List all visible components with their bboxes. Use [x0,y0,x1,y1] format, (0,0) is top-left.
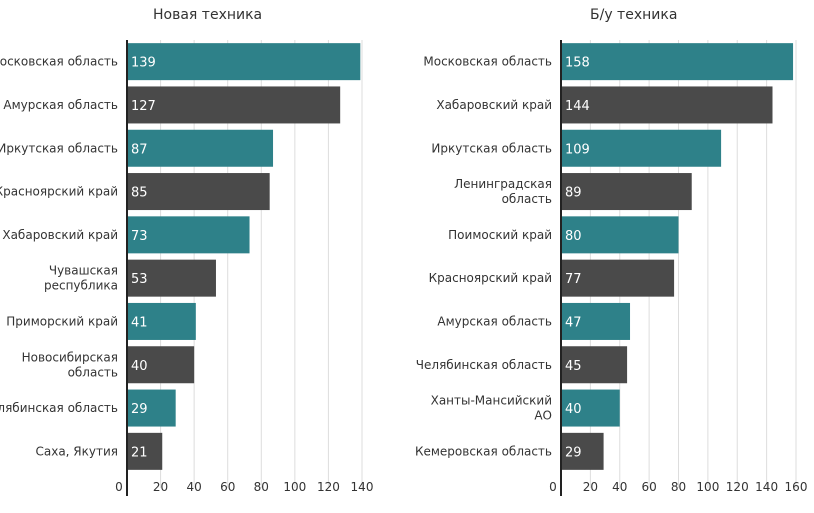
category-label: Хабаровский край [436,98,552,112]
bar [561,302,631,340]
category-label: Ханты-Мансийский АО [431,394,552,423]
category-label: Иркутская область [0,141,118,155]
data-label: 109 [565,142,590,157]
data-label: 41 [131,315,148,330]
x-tick-label: 160 [785,480,808,494]
x-tick-label: 140 [351,480,374,494]
x-tick-label: 80 [671,480,686,494]
category-label: Поимоский край [448,228,552,242]
data-label: 53 [131,272,148,287]
x-tick-label: 0 [549,480,557,494]
bar [561,346,628,384]
data-label: 85 [131,186,148,201]
x-tick-label: 20 [153,480,168,494]
category-label: Хабаровский край [2,228,118,242]
category-label: Амурская область [3,98,118,112]
data-label: 47 [565,315,582,330]
chart-title: Новая техника [153,7,262,23]
category-label: Чувашская республика [44,264,118,293]
data-label: 40 [131,359,148,374]
category-label: Московская область [0,55,118,69]
x-tick-label: 100 [283,480,306,494]
data-label: 45 [565,359,582,374]
bar [127,173,270,211]
bar [127,259,216,297]
bar [127,432,163,470]
data-label: 80 [565,229,582,244]
bar [561,216,679,254]
data-label: 139 [131,56,156,71]
bar [561,129,722,167]
bar [561,173,692,211]
data-label: 87 [131,142,148,157]
bar [127,216,250,254]
bar [561,86,773,124]
category-label: Приморский край [6,314,118,328]
category-label: Челябинская область [416,358,552,372]
category-label: Амурская область [437,314,552,328]
data-label: 21 [131,445,148,460]
data-label: 29 [565,445,582,460]
bar [127,389,176,427]
data-label: 158 [565,56,590,71]
chart-panel-1: Новая техника 139 Московская область 127 Аму… [0,7,373,496]
bar [127,346,195,384]
category-label: Красноярский край [429,271,552,285]
bar [561,389,620,427]
data-label: 40 [565,402,582,417]
bar [127,43,361,81]
bar [561,259,675,297]
x-tick-label: 40 [612,480,627,494]
data-label: 73 [131,229,148,244]
chart-title: Б/у техника [590,7,677,23]
category-label: Красноярский край [0,185,118,199]
x-tick-label: 0 [115,480,123,494]
category-label: Саха, Якутия [35,444,118,458]
category-label: Иркутская область [431,141,552,155]
bar [127,86,341,124]
category-label: Челябинская область [0,401,118,415]
bar [127,302,196,340]
chart-panel-2: Б/у техника 158 Московская область 144 Хабар… [415,7,807,496]
x-tick-label: 40 [187,480,202,494]
data-label: 29 [131,402,148,417]
data-label: 89 [565,186,582,201]
category-label: Новосибирская область [22,350,118,379]
bar [127,129,274,167]
data-label: 77 [565,272,582,287]
x-tick-label: 120 [317,480,340,494]
x-tick-label: 20 [583,480,598,494]
x-tick-label: 60 [220,480,235,494]
x-tick-label: 60 [641,480,656,494]
data-label: 144 [565,99,590,114]
x-tick-label: 120 [726,480,749,494]
bar [561,432,604,470]
x-tick-label: 80 [254,480,269,494]
bar [561,43,794,81]
x-tick-label: 100 [696,480,719,494]
data-label: 127 [131,99,156,114]
category-label: Кемеровская область [415,444,552,458]
x-tick-label: 140 [755,480,778,494]
category-label: Московская область [423,55,552,69]
category-label: Ленинградская область [454,177,552,206]
